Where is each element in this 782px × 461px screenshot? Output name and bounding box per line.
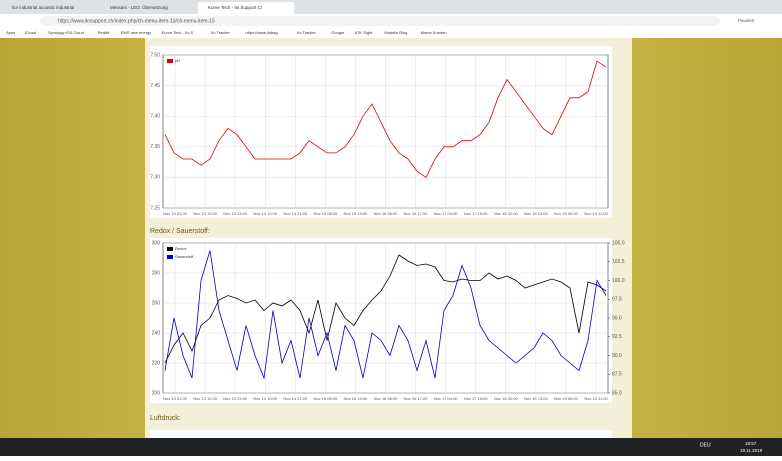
y-tick-label: 7.50: [150, 52, 160, 58]
y2-tick-label: 100.0: [612, 278, 625, 284]
taskbar: [0, 438, 782, 456]
series-line: [164, 250, 607, 380]
legend-label: Sauerstoff: [175, 254, 194, 259]
tab[interactable]: [100, 2, 196, 14]
x-tick-label: Nov 14 10:00: [253, 396, 278, 401]
tab-title[interactable]: Ilo! industrial acoustic industrial: [12, 5, 74, 10]
x-tick-label: Nov 15 08:00: [313, 396, 338, 401]
tab[interactable]: [198, 2, 294, 14]
legend-swatch: [167, 247, 173, 251]
lang: DEU: [700, 442, 711, 448]
y-tick-label: 7.30: [150, 175, 160, 181]
x-tick-label: Nov 15 08:00: [313, 211, 338, 216]
bookmark[interactable]: ATK Sight: [355, 30, 374, 35]
y2-tick-label: 97.5: [612, 297, 622, 303]
y2-tick-label: 85.0: [612, 390, 622, 396]
date: 19.11.2019: [740, 448, 763, 453]
chart-title: Redox / Sauerstoff:: [150, 228, 210, 235]
y-tick-label: 200: [152, 390, 161, 396]
y2-tick-label: 90.0: [612, 353, 622, 359]
x-tick-label: Nov 17 15:00: [464, 396, 489, 401]
x-tick-label: Nov 13 01:00: [163, 211, 188, 216]
x-tick-label: Nov 18 02:00: [494, 396, 519, 401]
legend-label: Redox: [175, 246, 187, 251]
y-tick-label: 7.40: [150, 114, 160, 120]
clock: 18:57: [745, 441, 757, 446]
bookmark[interactable]: Ilo Tracker: [211, 30, 230, 35]
tab-title[interactable]: Messani - LEO. Übersetzung: [110, 4, 168, 10]
bookmark[interactable]: EMS new energy: [121, 30, 151, 35]
legend-swatch: [167, 255, 173, 259]
bookmark[interactable]: iCloud: [25, 30, 36, 35]
x-tick-label: Nov 15 19:00: [344, 211, 369, 216]
bookmark[interactable]: Google: [331, 30, 345, 35]
bookmark[interactable]: Apps: [6, 30, 15, 35]
y-tick-label: 7.25: [150, 205, 160, 211]
bookmark[interactable]: Reddit: [98, 30, 110, 35]
y2-tick-label: 102.5: [612, 259, 625, 265]
legend-swatch: [167, 59, 173, 63]
y-tick-label: 300: [152, 240, 161, 246]
x-tick-label: Nov 17 15:00: [464, 211, 489, 216]
bookmark[interactable]: https://www.ilobag.: [245, 30, 278, 35]
x-tick-label: Nov 16 06:00: [374, 396, 399, 401]
tab-title[interactable]: Kurve Tech - Ilo Support Cl: [208, 5, 262, 10]
legend-label: pH: [175, 58, 180, 63]
series-line: [164, 254, 607, 364]
y-tick-label: 260: [152, 300, 161, 306]
y-tick-label: 220: [152, 360, 161, 366]
y-tick-label: 240: [152, 330, 161, 336]
y2-tick-label: 92.5: [612, 334, 622, 340]
x-tick-label: Nov 19 11:00: [584, 211, 608, 216]
url[interactable]: https://www.ilosupport.ch/index.php/ch-m…: [58, 18, 215, 24]
omnibox[interactable]: [40, 16, 720, 26]
bookmark[interactable]: Modells Blog: [384, 30, 407, 35]
x-tick-label: Nov 14 21:00: [283, 396, 308, 401]
bookmark[interactable]: Meine Kunden: [421, 30, 447, 35]
x-tick-label: Nov 16 06:00: [374, 211, 399, 216]
x-tick-label: Nov 13 01:00: [163, 396, 188, 401]
y2-tick-label: 95.0: [612, 315, 622, 321]
x-tick-label: Nov 14 21:00: [283, 211, 308, 216]
chart-stub: [150, 430, 612, 438]
x-tick-label: Nov 14 10:00: [253, 211, 278, 216]
bookmark[interactable]: Kurve Tech - Ilo S: [162, 30, 194, 35]
y-tick-label: 280: [152, 270, 161, 276]
x-tick-label: Nov 13 23:00: [223, 211, 248, 216]
x-tick-label: Nov 13 12:00: [193, 211, 218, 216]
bookmark[interactable]: Synology iOS Cloud: [48, 30, 84, 35]
x-tick-label: Nov 16 17:00: [404, 396, 429, 401]
y-tick-label: 7.45: [150, 83, 160, 89]
x-tick-label: Nov 16 17:00: [404, 211, 429, 216]
x-tick-label: Nov 17 04:00: [434, 211, 459, 216]
x-tick-label: Nov 18 13:00: [524, 396, 549, 401]
y-tick-label: 7.35: [150, 144, 160, 150]
x-tick-label: Nov 13 23:00: [223, 396, 248, 401]
x-tick-label: Nov 19 00:00: [554, 396, 579, 401]
x-tick-label: Nov 13 12:00: [193, 396, 218, 401]
x-tick-label: Nov 17 04:00: [434, 396, 459, 401]
x-tick-label: Nov 19 00:00: [554, 211, 579, 216]
y2-tick-label: 87.5: [612, 372, 622, 378]
y2-tick-label: 105.0: [612, 240, 625, 246]
tab[interactable]: [2, 2, 98, 14]
x-tick-label: Nov 15 19:00: [344, 396, 369, 401]
profile[interactable]: Pausiert: [738, 18, 755, 23]
x-tick-label: Nov 19 11:00: [584, 396, 608, 401]
x-tick-label: Nov 18 02:00: [494, 211, 519, 216]
series-line: [164, 60, 607, 178]
section-title: Luftdruck:: [150, 415, 181, 422]
x-tick-label: Nov 18 13:00: [524, 211, 549, 216]
bookmark[interactable]: Ilo Tracker: [297, 30, 316, 35]
